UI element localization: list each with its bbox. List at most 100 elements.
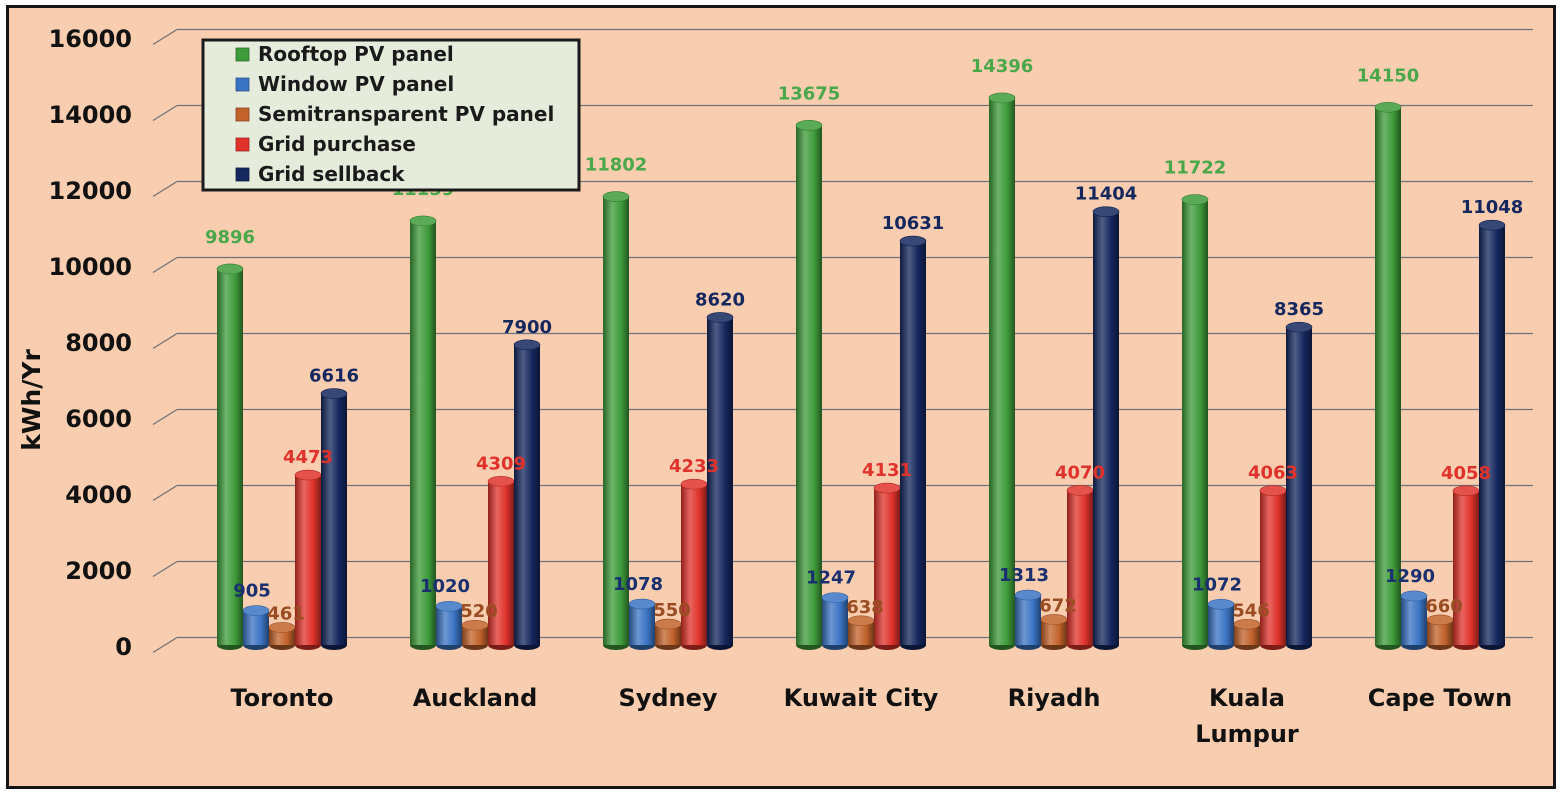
y-tick-label: 6000: [65, 405, 132, 433]
y-axis-ticks: 0 2000 4000 6000 8000 10000 12000 14000 16000: [49, 25, 133, 661]
bar-0-0: [216, 263, 244, 650]
category-label: Kuwait City: [784, 684, 939, 712]
gridline-edge: [152, 104, 178, 122]
legend-swatch: [235, 167, 250, 182]
data-label: 4473: [283, 447, 333, 468]
data-label: 672: [1039, 595, 1077, 616]
bar-3-3: [873, 482, 901, 650]
data-label: 638: [846, 597, 884, 618]
bar-1-1: [435, 600, 463, 650]
gridline-edge: [152, 408, 178, 426]
data-label: 4233: [669, 456, 719, 477]
data-label: 14150: [1357, 65, 1420, 86]
y-tick-label: 8000: [65, 329, 132, 357]
legend-label: Semitransparent PV panel: [258, 102, 554, 126]
bar-3-0: [294, 469, 322, 650]
gridline-edge: [152, 560, 178, 578]
category-label: Lumpur: [1195, 720, 1299, 748]
data-label: 1247: [806, 568, 856, 589]
data-label: 4131: [862, 460, 912, 481]
y-tick-label: 4000: [65, 481, 132, 509]
legend-swatch: [235, 47, 250, 62]
bar-4-4: [1092, 206, 1120, 650]
bar-1-6: [1400, 590, 1428, 650]
gridline-edge: [152, 180, 178, 198]
data-label: 4058: [1441, 463, 1491, 484]
data-label: 8620: [695, 289, 745, 310]
bar-2-0: [268, 622, 296, 650]
bars: [216, 92, 1506, 650]
bar-0-4: [988, 92, 1016, 650]
data-label: 1072: [1192, 574, 1242, 595]
legend-swatch: [235, 77, 250, 92]
y-tick-label: 2000: [65, 557, 132, 585]
data-label: 546: [1232, 600, 1270, 621]
bar-0-6: [1374, 102, 1402, 650]
bar-4-0: [320, 388, 348, 650]
bar-0-1: [409, 215, 437, 650]
category-label: Auckland: [413, 684, 538, 712]
bar-0-3: [795, 120, 823, 650]
data-label: 660: [1425, 596, 1463, 617]
legend-swatch: [235, 137, 250, 152]
data-label: 11722: [1164, 158, 1227, 179]
legend-box: [201, 38, 581, 192]
gridline-edge: [152, 28, 178, 46]
y-tick-label: 12000: [49, 177, 133, 205]
y-axis-label: kWh/Yr: [17, 349, 46, 451]
legend-label: Rooftop PV panel: [258, 42, 454, 66]
data-label: 7900: [502, 317, 552, 338]
bar-3-1: [487, 475, 515, 650]
gridline-edge: [152, 256, 178, 274]
data-label: 10631: [882, 213, 945, 234]
data-label: 9896: [205, 227, 255, 248]
bar-2-3: [847, 615, 875, 650]
data-label: 1290: [1385, 566, 1435, 587]
y-tick-label: 14000: [49, 101, 133, 129]
legend-label: Grid purchase: [258, 132, 416, 156]
bar-1-2: [628, 598, 656, 650]
data-labels: 9896905461447366161115910205204309790011…: [205, 56, 1523, 625]
data-label: 461: [267, 603, 305, 624]
bar-2-2: [654, 618, 682, 650]
legend: Rooftop PV panel Window PV panel Semitrans…: [201, 38, 581, 192]
data-label: 14396: [971, 56, 1034, 77]
data-label: 4063: [1248, 463, 1298, 484]
legend-swatch: [235, 107, 250, 122]
data-label: 11048: [1461, 197, 1524, 218]
category-label: Kuala: [1209, 684, 1285, 712]
data-label: 11404: [1075, 184, 1138, 205]
category-label: Sydney: [618, 684, 717, 712]
gridline-edge: [152, 484, 178, 502]
category-label: Cape Town: [1368, 684, 1513, 712]
category-labels: Toronto Auckland Sydney Kuwait City Riyadh Ku…: [230, 684, 1512, 748]
y-tick-label: 16000: [49, 25, 133, 53]
bar-1-3: [821, 592, 849, 650]
gridline-edge: [152, 636, 178, 654]
gridline-edge: [152, 332, 178, 350]
bar-4-6: [1478, 219, 1506, 650]
data-label: 1020: [420, 576, 470, 597]
data-label: 4070: [1055, 462, 1105, 483]
category-label: Riyadh: [1008, 684, 1101, 712]
bar-2-1: [461, 619, 489, 650]
bar-2-5: [1233, 618, 1261, 650]
y-tick-label: 0: [115, 633, 132, 661]
bar-3-2: [680, 478, 708, 650]
data-label: 13675: [778, 83, 841, 104]
bar-1-0: [242, 605, 270, 650]
data-label: 1078: [613, 574, 663, 595]
bar-4-5: [1285, 321, 1313, 650]
bar-0-2: [602, 191, 630, 650]
category-label: Toronto: [230, 684, 333, 712]
bar-4-2: [706, 312, 734, 650]
y-tick-label: 10000: [49, 253, 133, 281]
bar-4-1: [513, 339, 541, 650]
data-label: 1313: [999, 565, 1049, 586]
bar-3-4: [1066, 485, 1094, 650]
data-label: 8365: [1274, 299, 1324, 320]
legend-label: Grid sellback: [258, 162, 405, 186]
bar-3-6: [1452, 485, 1480, 650]
bar-0-5: [1181, 194, 1209, 650]
